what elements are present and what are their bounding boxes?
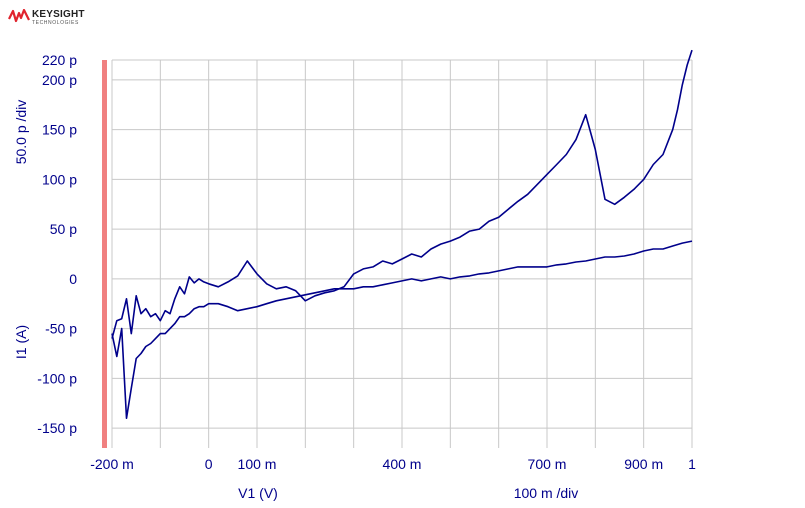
- y-tick-label-1: 200 p: [42, 72, 77, 88]
- x-axis-label: V1 (V): [238, 485, 278, 501]
- y-tick-labels: 220 p 200 p 150 p 100 p 50 p 0 -50 p -100 p -150…: [37, 52, 77, 436]
- logo-sub-text: TECHNOLOGIES: [32, 20, 79, 26]
- x-tick-label-5: 900 m: [624, 456, 663, 472]
- y-tick-label-3: 100 p: [42, 171, 77, 187]
- y-division-label: 50.0 p /div: [13, 100, 29, 165]
- x-tick-label-0: -200 m: [90, 456, 134, 472]
- y-tick-label-7: -100 p: [37, 370, 77, 386]
- x-tick-labels: -200 m 0 100 m 400 m 700 m 900 m 1: [90, 456, 696, 472]
- x-tick-label-2: 100 m: [238, 456, 277, 472]
- y-tick-label-5: 0: [69, 271, 77, 287]
- y-tick-label-8: -150 p: [37, 420, 77, 436]
- series-group: [111, 49, 693, 420]
- series-line-1: [111, 240, 693, 420]
- x-tick-label-4: 700 m: [528, 456, 567, 472]
- grid-lines: [111, 59, 693, 448]
- y-tick-label-0: 220 p: [42, 52, 77, 68]
- x-division-label: 100 m /div: [514, 485, 579, 501]
- y-axis-bar: [102, 60, 107, 448]
- y-tick-label-2: 150 p: [42, 122, 77, 138]
- logo-brand-text: KEYSIGHT: [32, 9, 85, 20]
- y-tick-label-6: -50 p: [45, 321, 77, 337]
- x-tick-label-1: 0: [205, 456, 213, 472]
- x-tick-label-3: 400 m: [383, 456, 422, 472]
- series-line-0: [111, 49, 693, 339]
- keysight-wave-icon: [8, 9, 30, 23]
- keysight-logo: KEYSIGHT TECHNOLOGIES: [8, 6, 98, 30]
- y-tick-label-4: 50 p: [50, 221, 77, 237]
- y-axis-label: I1 (A): [13, 325, 29, 359]
- x-tick-label-6: 1: [688, 456, 696, 472]
